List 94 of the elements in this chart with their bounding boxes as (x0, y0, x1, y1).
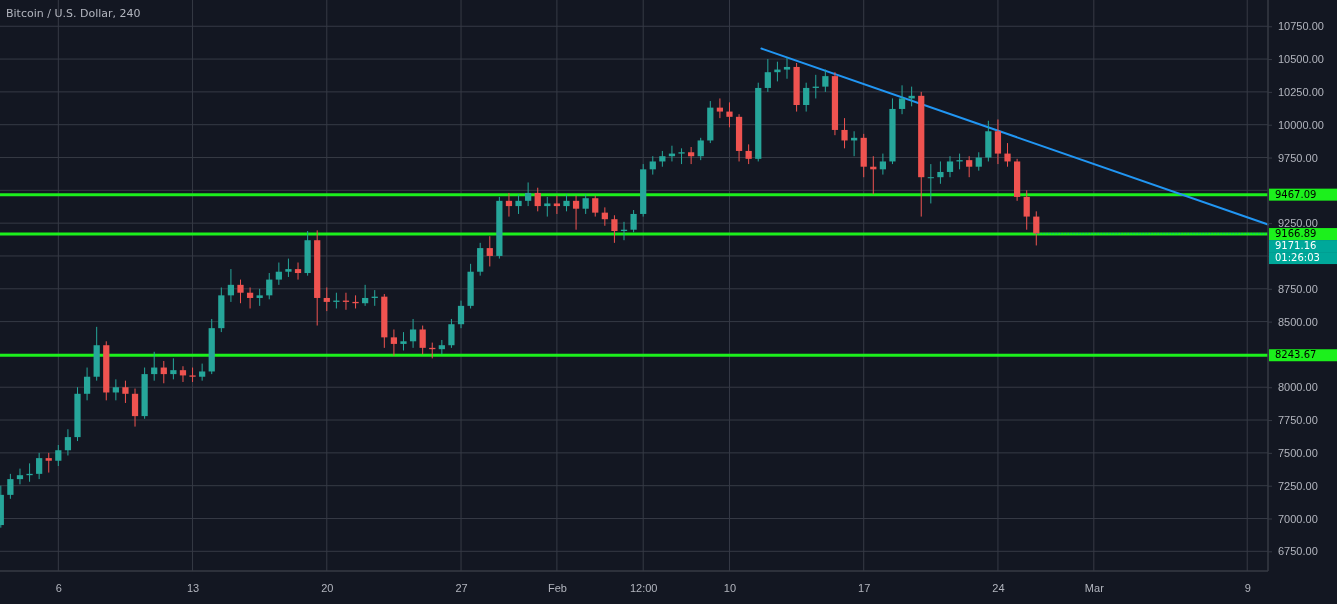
candlestick (83, 367, 91, 401)
candlestick (285, 258, 292, 278)
candlestick (1004, 142, 1011, 168)
y-tick-label: 8000.00 (1278, 381, 1318, 394)
candlestick (572, 195, 580, 231)
candlestick (1033, 210, 1040, 246)
candlestick (688, 146, 695, 165)
candlestick (36, 452, 43, 480)
x-tick-label: Mar (1084, 581, 1105, 594)
ref-line-label: 8243.67 (1275, 349, 1317, 361)
y-tick-label: 9750.00 (1278, 151, 1318, 164)
y-tick-label: 7000.00 (1278, 512, 1318, 525)
candlestick (448, 318, 455, 349)
candlestick (227, 268, 235, 303)
x-tick-label: 13 (186, 581, 200, 594)
candlestick (898, 84, 906, 115)
candlestick (1023, 189, 1030, 231)
candlestick (582, 193, 589, 215)
candlestick (505, 192, 513, 218)
candlestick (994, 118, 1002, 165)
x-tick-label: 17 (858, 581, 871, 594)
candlestick (822, 69, 829, 93)
candlestick (275, 262, 282, 286)
candlestick (55, 444, 62, 467)
candlestick (122, 380, 129, 404)
candlestick (362, 284, 369, 307)
x-tick-label: 20 (321, 581, 334, 594)
candlestick (841, 117, 848, 149)
candlestick (45, 452, 52, 474)
candlestick (266, 272, 273, 300)
candlestick (697, 137, 704, 161)
y-tick-label: 7500.00 (1278, 446, 1318, 459)
candlestick (409, 318, 417, 349)
y-tick-label: 7750.00 (1278, 414, 1318, 427)
candlestick (515, 193, 522, 215)
y-tick-label: 8750.00 (1278, 282, 1318, 295)
candlestick (112, 378, 119, 401)
x-tick-label: 12:00 (629, 581, 658, 594)
x-tick-label: 10 (723, 581, 737, 594)
candlestick (294, 262, 302, 281)
candlestick (179, 365, 187, 383)
candlestick (16, 468, 24, 485)
candlestick (592, 195, 599, 218)
y-tick-label: 10000.00 (1278, 118, 1324, 131)
candlestick (7, 473, 14, 500)
y-tick-label: 10250.00 (1278, 85, 1324, 98)
x-tick-label: Feb (547, 581, 567, 594)
y-tick-label: 9250.00 (1278, 217, 1318, 230)
candlestick (946, 155, 954, 178)
candlestick (170, 357, 177, 380)
ref-line-label: 9166.89 (1275, 228, 1317, 240)
candlestick (131, 388, 139, 428)
ref-line-label: 9467.09 (1275, 188, 1317, 200)
y-tick-label: 6750.00 (1278, 545, 1318, 558)
candlestick (525, 181, 532, 207)
candlestick (544, 196, 551, 218)
text: Bitcoin / U.S. Dollar, 240 (6, 7, 141, 20)
x-tick-label: 9 (1244, 581, 1251, 594)
x-tick-label: 24 (992, 581, 1005, 594)
candlestick (783, 57, 791, 80)
candlestick (649, 155, 656, 176)
candlestick (419, 325, 426, 355)
y-tick-label: 7250.00 (1278, 479, 1318, 492)
candlestick (64, 428, 72, 456)
candlestick (630, 209, 637, 233)
candlestick (937, 160, 944, 185)
y-tick-label: 10500.00 (1278, 53, 1324, 66)
candlestick (237, 279, 244, 304)
candlestick (716, 97, 724, 119)
candlestick (477, 242, 484, 277)
annotation: 9171.16 (1275, 240, 1317, 252)
candlestick (764, 58, 771, 93)
candlestick (199, 363, 206, 382)
candlestick (486, 235, 493, 267)
candlestick (400, 331, 407, 351)
candlestick (975, 151, 982, 172)
x-tick-label: 6 (55, 581, 62, 594)
candlestick (611, 214, 618, 244)
candlestick (745, 143, 752, 165)
y-tick-label: 8500.00 (1278, 315, 1318, 328)
candlestick (726, 101, 733, 128)
candlestick (457, 300, 465, 329)
candlestick (879, 153, 886, 176)
candlestick (323, 286, 330, 312)
candlestick (803, 82, 810, 113)
candlestick (927, 163, 934, 204)
y-tick-label: 10750.00 (1278, 20, 1324, 33)
candlestick (246, 286, 254, 309)
candlestick (966, 155, 973, 178)
candlestick (553, 195, 561, 215)
candlestick (534, 187, 541, 212)
candlestick (390, 328, 398, 357)
x-tick-label: 27 (455, 581, 468, 594)
text: 01:26:03 (1275, 252, 1320, 264)
